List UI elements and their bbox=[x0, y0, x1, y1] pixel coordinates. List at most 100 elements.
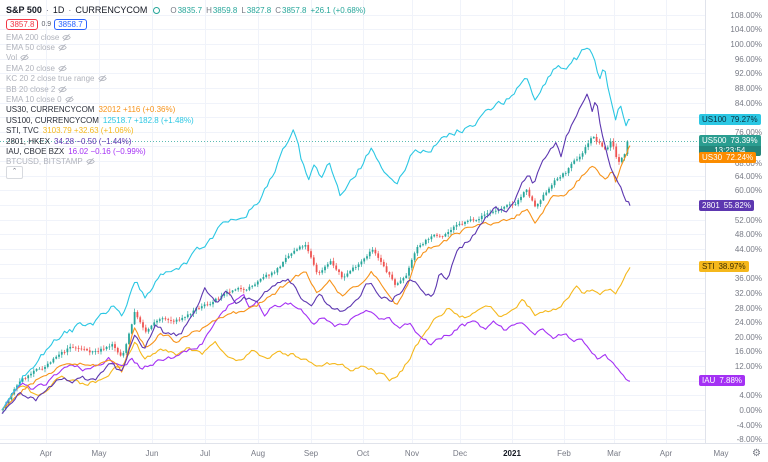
indicator-label: EMA 50 close bbox=[6, 43, 55, 53]
percent-label: 76.00% bbox=[734, 127, 762, 137]
eye-off-icon[interactable] bbox=[97, 74, 107, 83]
eye-off-icon[interactable] bbox=[64, 95, 74, 104]
badge-symbol: US500 bbox=[702, 136, 727, 145]
compare-row-2801[interactable]: 2801, HKEX 34.28 −0.50 (−1.44%) bbox=[6, 136, 366, 146]
percent-label: 12.00% bbox=[734, 362, 762, 372]
month-label: Dec bbox=[452, 449, 468, 458]
compare-row-iau[interactable]: IAU, CBOE BZX 16.02 −0.16 (−0.99%) bbox=[6, 146, 366, 156]
low-value: 3827.8 bbox=[246, 5, 272, 15]
badge-value: 73.39% bbox=[730, 136, 758, 145]
month-label: May bbox=[713, 449, 729, 458]
compare-symbol[interactable]: STI, TVC bbox=[6, 126, 39, 136]
price-badge-sti: STI 38.97% bbox=[699, 261, 749, 272]
spread-value: 0.9 bbox=[41, 20, 52, 28]
percent-label: 84.00% bbox=[734, 98, 762, 108]
eye-off-icon[interactable] bbox=[86, 157, 95, 166]
percent-label: 24.00% bbox=[734, 318, 762, 328]
price-axis[interactable]: 108.00% 104.00% 100.00% 96.00% 92.00% 88.00% 8… bbox=[705, 0, 768, 445]
indicator-label: EMA 10 close 0 bbox=[6, 95, 62, 105]
indicator-row-ema20[interactable]: EMA 20 close bbox=[6, 63, 366, 73]
percent-label: -8.00% bbox=[736, 435, 762, 445]
percent-label: 20.00% bbox=[734, 332, 762, 342]
time-axis[interactable]: ⚙ Apr May Jun Jul Aug Sep Oct Nov Dec 2021 Feb Mar A… bbox=[0, 443, 768, 462]
indicator-row-ema10[interactable]: EMA 10 close 0 bbox=[6, 94, 366, 104]
compare-value: 3103.79 +32.63 (+1.06%) bbox=[42, 126, 134, 136]
indicator-row-vol[interactable]: Vol bbox=[6, 53, 366, 63]
price-badge-us30: US30 72.24% bbox=[699, 152, 757, 163]
compare-symbol[interactable]: US30, CURRENCYCOM bbox=[6, 105, 95, 115]
percent-label: 4.00% bbox=[739, 391, 762, 401]
indicator-row-bb[interactable]: BB 20 close 2 bbox=[6, 84, 366, 94]
compare-value: 16.02 −0.16 (−0.99%) bbox=[68, 146, 146, 156]
compare-row-sti[interactable]: STI, TVC 3103.79 +32.63 (+1.06%) bbox=[6, 126, 366, 136]
compare-symbol[interactable]: BTCUSD, BITSTAMP bbox=[6, 157, 83, 167]
legend-collapse-button[interactable]: ⌃ bbox=[6, 166, 23, 179]
indicator-label: EMA 200 close bbox=[6, 32, 60, 42]
price-badge-us500: US500 73.39% 13:23:54 bbox=[699, 135, 761, 156]
compare-row-btcusd[interactable]: BTCUSD, BITSTAMP bbox=[6, 157, 366, 167]
badge-symbol: STI bbox=[702, 262, 715, 271]
eye-off-icon[interactable] bbox=[58, 43, 67, 52]
bar-countdown: 13:23:54 bbox=[699, 146, 761, 156]
eye-off-icon[interactable] bbox=[58, 64, 67, 73]
badge-symbol: IAU bbox=[702, 376, 716, 385]
legend: S&P 500 · 1D · CURRENCYCOM O 3835.7 H 3859… bbox=[6, 3, 366, 167]
percent-label: 100.00% bbox=[730, 40, 762, 49]
month-label: Feb bbox=[557, 449, 571, 458]
close-value: 3857.8 bbox=[282, 5, 307, 15]
percent-label: 88.00% bbox=[734, 83, 762, 93]
compare-symbol[interactable]: 2801, HKEX bbox=[6, 136, 51, 146]
month-label: Apr bbox=[659, 449, 673, 458]
symbol-name[interactable]: S&P 500 bbox=[6, 5, 42, 15]
exchange-label[interactable]: CURRENCYCOM bbox=[75, 5, 148, 15]
badge-value: 79.27% bbox=[730, 115, 758, 124]
badge-value: 55.82% bbox=[723, 201, 751, 210]
compare-symbol[interactable]: US100, CURRENCYCOM bbox=[6, 115, 99, 125]
eye-off-icon[interactable] bbox=[62, 33, 72, 42]
month-label: Apr bbox=[39, 449, 53, 458]
symbol-title-row[interactable]: S&P 500 · 1D · CURRENCYCOM O 3835.7 H 3859… bbox=[6, 3, 366, 17]
percent-label: 44.00% bbox=[734, 244, 762, 254]
percent-label: 48.00% bbox=[734, 230, 762, 240]
month-label: May bbox=[91, 449, 107, 458]
indicator-label: KC 20 2 close true range bbox=[6, 74, 95, 84]
month-label: Aug bbox=[250, 449, 266, 458]
low-label: L bbox=[241, 5, 246, 15]
percent-label: 0.00% bbox=[739, 406, 762, 415]
price-badge-iau: IAU 7.88% bbox=[699, 375, 746, 386]
compare-row-us100[interactable]: US100, CURRENCYCOM 12518.7 +182.8 (+1.48… bbox=[6, 115, 366, 125]
eye-off-icon[interactable] bbox=[20, 53, 29, 62]
bid-price-box[interactable]: 3857.8 bbox=[6, 18, 39, 30]
indicator-row-ema200[interactable]: EMA 200 close bbox=[6, 32, 366, 42]
open-value: 3835.7 bbox=[177, 5, 203, 15]
eye-off-icon[interactable] bbox=[58, 85, 68, 94]
chart-canvas[interactable] bbox=[0, 0, 706, 443]
compare-symbol[interactable]: IAU, CBOE BZX bbox=[6, 146, 65, 156]
badge-symbol: US100 bbox=[702, 115, 727, 124]
percent-label: 28.00% bbox=[734, 303, 762, 313]
badge-symbol: US30 bbox=[702, 153, 723, 162]
indicator-label: BB 20 close 2 bbox=[6, 84, 56, 94]
price-badge-2801: 2801 55.82% bbox=[699, 200, 754, 211]
percent-label: 68.00% bbox=[734, 159, 762, 168]
compare-row-us30[interactable]: US30, CURRENCYCOM 32012 +116 (+0.36%) bbox=[6, 105, 366, 115]
percent-label: 96.00% bbox=[734, 54, 762, 64]
percent-label: 64.00% bbox=[734, 171, 762, 181]
badge-symbol: 2801 bbox=[702, 201, 720, 210]
bid-ask-row: 3857.8 0.9 3858.7 bbox=[6, 18, 366, 30]
high-value: 3859.8 bbox=[212, 5, 238, 15]
compare-value: 34.28 −0.50 (−1.44%) bbox=[54, 136, 132, 146]
market-status-icon[interactable] bbox=[153, 6, 161, 14]
separator: · bbox=[45, 5, 49, 15]
percent-label: -4.00% bbox=[736, 420, 762, 430]
gear-icon[interactable]: ⚙ bbox=[752, 448, 761, 459]
indicator-row-ema50[interactable]: EMA 50 close bbox=[6, 42, 366, 52]
ask-price-box[interactable]: 3858.7 bbox=[54, 18, 87, 30]
indicator-row-kc[interactable]: KC 20 2 close true range bbox=[6, 74, 366, 84]
percent-label: 36.00% bbox=[734, 274, 762, 284]
month-label: Oct bbox=[356, 449, 370, 458]
compare-value: 12518.7 +182.8 (+1.48%) bbox=[102, 115, 194, 125]
badge-value: 7.88% bbox=[719, 376, 743, 385]
high-label: H bbox=[206, 5, 212, 15]
interval-label[interactable]: 1D bbox=[52, 5, 65, 15]
